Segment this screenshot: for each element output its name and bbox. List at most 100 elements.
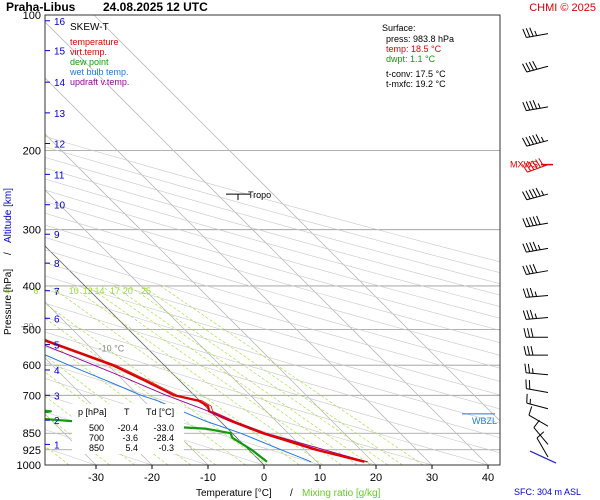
surface-tmxfc: t-mxfc: 19.2 °C <box>386 79 446 89</box>
legend-title: SKEW-T <box>70 22 109 33</box>
pressure-tick-850: 850 <box>23 428 41 440</box>
dry-adiabat <box>45 262 500 396</box>
wind-barb-flag <box>535 159 541 168</box>
profile-series <box>45 338 368 463</box>
table-row-2-t: 5.4 <box>125 443 138 453</box>
wind-barb-flag <box>522 137 528 147</box>
wind-barb-staff <box>526 33 549 38</box>
surface-press: press: 983.8 hPa <box>386 34 454 44</box>
wind-barb-flag <box>522 265 527 275</box>
wind-barb-flag <box>525 101 531 111</box>
tropopause-label: Tropo <box>248 190 271 200</box>
pressure-tick-300: 300 <box>23 225 41 237</box>
mixing-ratio-line <box>160 285 424 465</box>
isotherm-line <box>45 245 265 465</box>
wind-barb-flag <box>528 406 533 416</box>
altitude-tick-label-5: 5 <box>54 341 60 352</box>
x-tick-label--10: -10 <box>200 472 216 484</box>
dry-adiabat <box>45 167 500 296</box>
isotherm-labels: -80 °C-70-60-50-40-30-20-10 °C <box>21 322 125 354</box>
series-temperature <box>45 339 365 463</box>
y-axis-title-sep: / <box>3 252 14 255</box>
isotherm-line <box>45 21 489 465</box>
credit-label: CHMI © 2025 <box>529 2 596 14</box>
sounding-datetime: 24.08.2025 12 UTC <box>103 0 208 14</box>
dry-adiabat <box>45 189 500 319</box>
wind-barb-flag <box>536 431 545 439</box>
legend-virt-temp: virt.temp. <box>70 47 107 57</box>
wind-barb-staff <box>526 294 549 298</box>
mixing-ratio-line <box>49 285 300 465</box>
dry-adiabat <box>45 378 321 465</box>
mixing-ratio-line <box>113 285 371 465</box>
x-tick-label--30: -30 <box>88 472 104 484</box>
mixing-ratio-line <box>45 317 246 465</box>
wind-barb-flag <box>529 242 534 252</box>
wind-barb-190 <box>522 134 549 147</box>
table-row-1-p: 700 <box>89 433 104 443</box>
wind-barb-flag <box>530 346 534 356</box>
wind-barb-flag <box>526 310 531 320</box>
wind-barb-flag <box>522 63 528 73</box>
wind-barb-staff <box>526 139 549 147</box>
wind-barb-staff <box>526 372 549 376</box>
wind-barb-flag <box>529 264 534 274</box>
x-tick-label-10: 10 <box>314 472 326 484</box>
wind-barb-flag <box>528 161 535 170</box>
altitude-tick-label-12: 12 <box>54 140 66 151</box>
wind-barb-630 <box>524 363 549 376</box>
wind-barb-flag <box>525 190 531 200</box>
wind-barb-flag <box>525 242 531 252</box>
wind-barb-half <box>534 313 538 319</box>
wbzl-label: WBZL <box>472 416 497 426</box>
wind-barb-flag <box>523 328 527 338</box>
wind-barb-flag <box>525 62 531 72</box>
wind-barb-flag <box>528 61 534 71</box>
altitude-tick-label-6: 6 <box>54 314 60 325</box>
wind-barb-staff <box>526 222 549 228</box>
altitude-tick-label-2: 2 <box>54 416 60 427</box>
wind-barb-flag <box>526 288 531 298</box>
wind-barb-flag <box>528 135 534 145</box>
dry-adiabat <box>45 429 153 465</box>
wind-barb-flag <box>532 135 538 144</box>
wind-barb-690 <box>525 379 549 393</box>
table-header-td: Td [°C] <box>146 407 174 417</box>
dry-adiabat <box>45 156 500 285</box>
isotherm-lines <box>45 15 500 465</box>
table-row-0-p: 500 <box>89 423 104 433</box>
isotherm-line <box>45 357 153 465</box>
wind-barb-flag <box>529 100 534 110</box>
wind-barb-staff <box>526 193 549 201</box>
legend-temperature: temperature <box>70 37 119 47</box>
wind-barb-flag <box>533 419 540 428</box>
table-row-0-td: -33.0 <box>153 423 174 433</box>
wind-barb-flag <box>522 243 527 253</box>
wind-barb-flag <box>522 310 527 320</box>
wind-barb-staff <box>526 247 549 253</box>
pressure-tick-1000: 1000 <box>17 460 41 472</box>
dry-adiabat <box>45 317 500 454</box>
isotherm-line <box>45 301 209 465</box>
altitude-tick-label-8: 8 <box>54 259 60 270</box>
wind-barb-staff <box>527 164 549 173</box>
x-tick-label-40: 40 <box>482 472 494 484</box>
x-axis-title-temp: Temperature [°C] <box>196 488 272 499</box>
wind-barb-flag <box>529 27 534 37</box>
wind-barb-flag <box>535 134 541 143</box>
surface-wind-arrow <box>529 450 557 464</box>
wind-barb-flag <box>530 328 534 338</box>
legend-wet-bulb: wet bulb temp. <box>69 67 129 77</box>
wind-barb-flag <box>525 28 531 38</box>
altitude-tick-label-4: 4 <box>54 366 60 377</box>
wind-barb-flag <box>523 346 527 356</box>
mixing-label-14: 14 <box>95 286 105 296</box>
wind-barb-130 <box>522 60 549 73</box>
altitude-tick-label-3: 3 <box>54 391 60 402</box>
table-row-2-p: 850 <box>89 443 104 453</box>
wind-barb-330 <box>522 241 549 253</box>
mixing-label-12: 12 <box>83 286 93 296</box>
wind-barb-750 <box>526 393 549 410</box>
wind-barb-900 <box>533 419 549 445</box>
altitude-tick-label-7: 7 <box>54 287 60 298</box>
